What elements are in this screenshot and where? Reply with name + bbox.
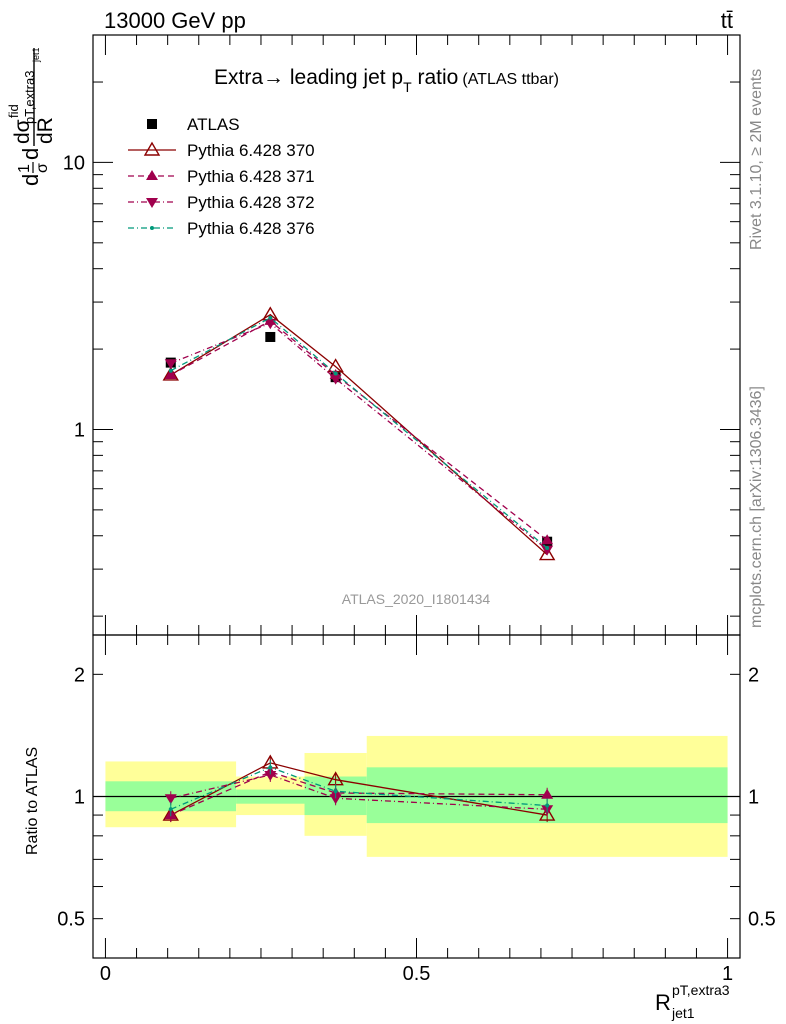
legend-marker-1	[143, 141, 161, 156]
main-point-3-0	[164, 359, 177, 370]
legend-marker-2	[146, 170, 158, 180]
ratio-ytick-label-left: 2	[74, 664, 85, 686]
legend-label-2: Pythia 6.428 371	[187, 167, 315, 186]
ratio-ytick-label-left: 0.5	[57, 909, 85, 931]
legend-marker-4	[150, 226, 154, 230]
ratio-point-3-2	[333, 789, 338, 794]
chart-title: Extra→ leading jet pT ratio (ATLAS ttbar)	[214, 66, 559, 95]
chart-title-main: Extra→ leading jet p	[214, 66, 403, 89]
ratio-series-line-1	[170, 771, 548, 816]
main-ytick-label: 1	[74, 419, 85, 441]
side-text-upper: Rivet 3.1.10, ≥ 2M events	[748, 69, 765, 250]
main-series-group	[162, 306, 556, 561]
legend: ATLAS Pythia 6.428 370 Pythia 6.428 371 Pyt…	[128, 115, 315, 238]
ratio-y-axis-label: Ratio to ATLAS	[24, 747, 41, 855]
xtick-label: 1	[722, 963, 733, 985]
ylabel-num: dσ	[11, 119, 34, 144]
legend-label-4: Pythia 6.428 376	[187, 219, 315, 238]
ratio-point-3-3	[545, 803, 550, 808]
main-point-4-1	[268, 315, 273, 320]
ylabel-num-sub: pT,extra3	[22, 71, 37, 124]
ratio-ytick-label-right: 0.5	[748, 909, 776, 931]
main-point-0-1	[265, 331, 276, 342]
ylabel-num-sup: fid	[6, 104, 21, 118]
chart-title-sub: T	[403, 79, 412, 95]
ratio-point-2-2	[329, 794, 342, 805]
chart-title-tag: (ATLAS ttbar)	[462, 71, 559, 88]
ratio-ytick-label-left: 1	[74, 787, 85, 809]
axis-ticks: 1 10 0.5 0.5 1 1 2 2 0 0.5 1	[57, 34, 776, 985]
ylabel-d2: d	[18, 148, 43, 160]
analysis-watermark: ATLAS_2020_I1801434	[342, 591, 491, 607]
legend-label-3: Pythia 6.428 372	[187, 193, 315, 212]
main-ytick-label: 10	[63, 152, 85, 174]
xtick-label: 0.5	[403, 963, 431, 985]
ratio-point-2-1	[264, 770, 277, 781]
ylabel-num-subsub: jet1	[31, 47, 41, 63]
main-point-4-0	[168, 368, 173, 373]
ylabel-den: dR	[34, 117, 57, 144]
legend-marker-0	[147, 119, 157, 129]
main-series-line-2	[170, 320, 548, 541]
main-series-line-4	[170, 316, 548, 549]
ylabel-frac-num: 1	[16, 164, 33, 173]
xlabel-sub: jet1	[671, 1005, 695, 1021]
xlabel-sup: pT,extra3	[672, 982, 730, 998]
xtick-label: 0	[100, 963, 111, 985]
legend-marker-3	[146, 198, 158, 208]
ratio-point-3-1	[268, 765, 273, 770]
ratio-ytick-label-right: 2	[748, 664, 759, 686]
ratio-point-1-3	[541, 788, 554, 799]
main-point-3-1	[264, 319, 277, 330]
main-point-2-3	[541, 534, 554, 545]
main-series-line-1	[170, 313, 548, 556]
x-axis-label: R	[655, 990, 671, 1015]
ratio-point-0-3	[538, 806, 556, 821]
main-y-axis-label: d 1 σ d dσ fid pT,extra3 jet1 dR	[6, 47, 57, 186]
xlabel-main: R	[655, 990, 671, 1015]
main-series-line-3	[170, 322, 548, 551]
side-text-lower: mcplots.cern.ch [arXiv:1306.3436]	[748, 386, 765, 628]
main-point-4-2	[333, 371, 338, 376]
ylabel-frac-den: σ	[34, 163, 51, 173]
ylabel-d1: d	[18, 174, 43, 186]
header-right: tt̄	[721, 8, 733, 33]
ratio-ytick-label-right: 1	[748, 787, 759, 809]
legend-label-1: Pythia 6.428 370	[187, 141, 315, 160]
ratio-point-3-0	[168, 807, 173, 812]
ratio-point-2-0	[164, 794, 177, 805]
main-point-3-3	[541, 545, 554, 556]
main-point-1-3	[538, 546, 556, 561]
ratio-series-line-2	[170, 774, 548, 810]
main-point-3-2	[329, 374, 342, 385]
ratio-series-line-3	[170, 766, 548, 810]
svg-text:d: d	[18, 174, 43, 186]
main-point-4-3	[545, 545, 550, 550]
header-left: 13000 GeV pp	[104, 8, 246, 33]
chart-title-suffix: ratio	[412, 66, 459, 89]
legend-label-0: ATLAS	[187, 115, 240, 134]
main-point-1-0	[162, 366, 179, 381]
ratio-series-group	[162, 754, 556, 823]
main-point-2-0	[164, 368, 177, 379]
